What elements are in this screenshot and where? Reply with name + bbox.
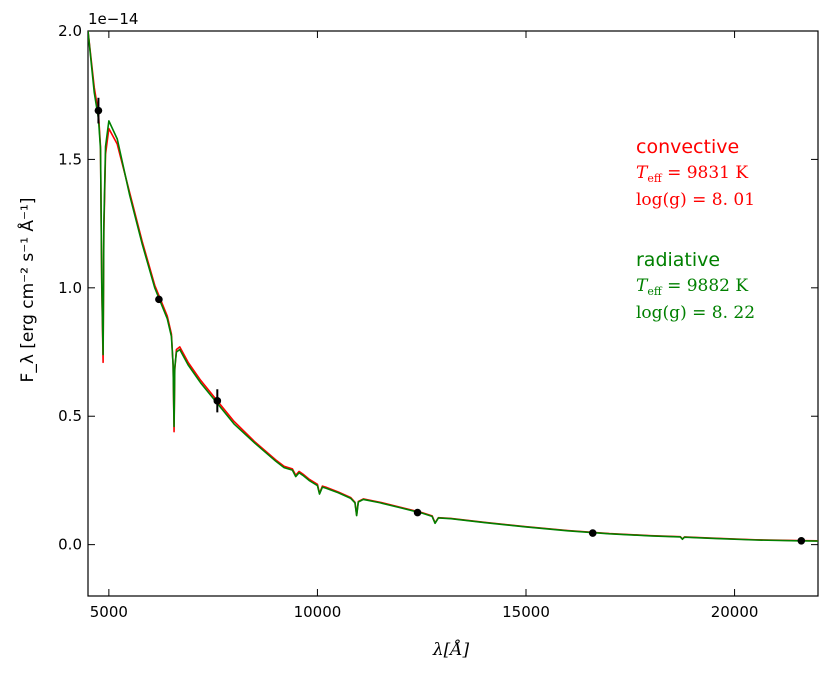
photometry-point: [155, 295, 163, 304]
series-line-radiative: [88, 31, 818, 542]
plot-frame: [87, 30, 819, 597]
x-tick-label: 5000: [90, 603, 128, 621]
annotation-teff: Teff = 9882 K: [636, 276, 748, 298]
fit-annotations: convective Teff = 9831 K log(g) = 8. 01 rad…: [636, 136, 755, 323]
annotation-logg: log(g) = 8. 01: [636, 190, 755, 210]
annotation-convective: convective Teff = 9831 K log(g) = 8. 01: [636, 136, 755, 210]
x-axis-label: λ[Å]: [432, 639, 470, 660]
photometry-point: [213, 397, 222, 405]
axis-ticks: 5000 10000 15000 20000 0.0 0.5 1.0 1.5 2.0: [58, 22, 818, 621]
annotation-logg: log(g) = 8. 22: [636, 303, 755, 323]
y-axis-label: F_λ [erg cm⁻² s⁻¹ Å⁻¹]: [16, 198, 38, 383]
x-tick-label: 15000: [502, 603, 550, 621]
annotation-teff: Teff = 9831 K: [636, 163, 748, 185]
photometry-points: [94, 97, 806, 545]
y-offset-label: 1e−14: [88, 10, 138, 28]
axis-labels: 1e−14 λ[Å] F_λ [erg cm⁻² s⁻¹ Å⁻¹]: [16, 10, 470, 660]
photometry-point: [797, 536, 806, 545]
y-tick-label: 2.0: [58, 22, 82, 40]
series-lines: [88, 31, 818, 542]
photometry-point: [413, 508, 422, 517]
y-tick-label: 0.5: [58, 407, 82, 425]
y-tick-label: 0.0: [58, 536, 82, 554]
x-tick-label: 10000: [294, 603, 342, 621]
annotation-name: radiative: [636, 249, 720, 271]
photometry-point: [588, 529, 597, 537]
photometry-point: [94, 106, 103, 115]
annotation-name: convective: [636, 136, 739, 158]
y-tick-label: 1.5: [58, 150, 82, 168]
annotation-radiative: radiative Teff = 9882 K log(g) = 8. 22: [636, 249, 755, 323]
plot-area: 5000 10000 15000 20000 0.0 0.5 1.0 1.5 2.0: [58, 22, 819, 621]
y-tick-label: 1.0: [58, 279, 82, 297]
x-tick-label: 20000: [711, 603, 759, 621]
